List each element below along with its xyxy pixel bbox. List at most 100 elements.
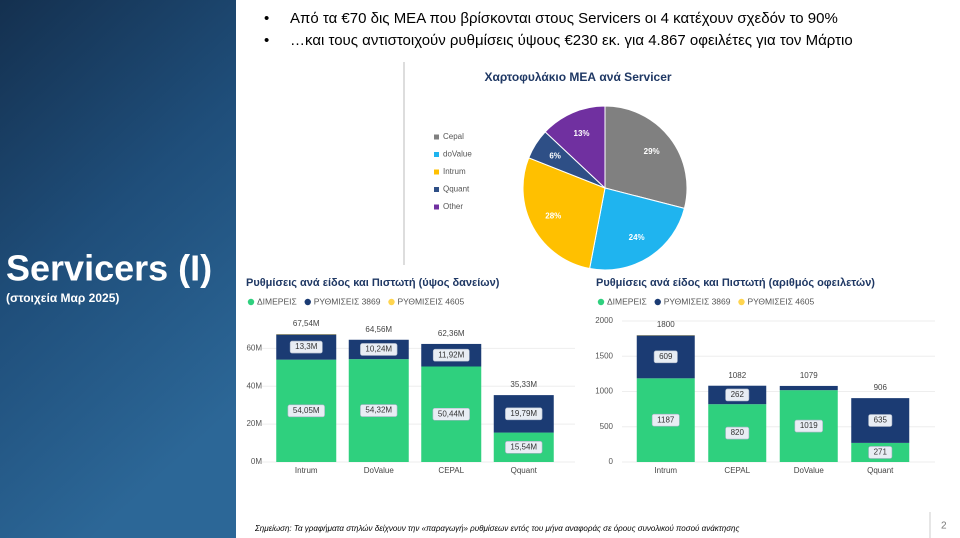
label-box (505, 407, 543, 421)
legend-label: ΡΥΘΜΙΣΕΙΣ 4605 (747, 296, 814, 306)
pie-slice (604, 105, 688, 210)
chart-title: Ρυθμίσεις ανά είδος και Πιστωτή (ύψος δα… (246, 277, 500, 289)
bullet-dot: • (264, 10, 269, 27)
label-box (505, 440, 543, 454)
legend-swatch (434, 152, 439, 157)
total-label: 1079 (800, 371, 818, 380)
y-tick-label: 2000 (595, 316, 613, 325)
bar-label: 1019 (800, 421, 818, 430)
legend-label: ΡΥΘΜΙΣΕΙΣ 3869 (314, 296, 381, 306)
legend-label: Cepal (443, 132, 464, 141)
chart-title: Ρυθμίσεις ανά είδος και Πιστωτή (αριθμός… (596, 277, 875, 289)
x-tick-label: Qquant (511, 466, 538, 475)
pie-slice (589, 187, 686, 271)
legend-dot (738, 298, 745, 306)
bar-label: 1187 (657, 415, 675, 424)
y-tick-label: 1500 (595, 351, 613, 360)
x-tick-label: CEPAL (724, 466, 750, 475)
bar-label: 262 (731, 390, 745, 399)
legend-label: Other (443, 202, 463, 211)
legend-swatch (434, 187, 439, 192)
y-tick-label: 500 (600, 422, 614, 431)
label-box (432, 348, 470, 362)
total-label: 35,33M (510, 380, 537, 389)
legend-swatch (434, 204, 439, 210)
legend-label: ΔΙΜΕΡΕΙΣ (257, 296, 297, 306)
label-box (287, 404, 325, 418)
bar-label: 50,44M (438, 409, 465, 418)
label-box (360, 343, 398, 356)
slice-label: 29% (644, 147, 660, 156)
label-box (794, 419, 823, 433)
slice-label: 28% (545, 212, 561, 221)
legend-label: Intrum (443, 167, 466, 176)
label-box (725, 388, 750, 402)
legend-swatch (434, 169, 439, 175)
y-tick-label: 1000 (595, 387, 613, 396)
page-number: 2 (941, 521, 947, 532)
label-box (868, 414, 893, 427)
bullet-dot: • (264, 32, 269, 49)
chart-title: Χαρτοφυλάκιο ΜΕΑ ανά Servicer (484, 70, 671, 84)
legend-dot (247, 298, 255, 306)
legend-label: Qquant (443, 185, 470, 194)
bar-label: 609 (659, 352, 673, 361)
footnote: Σημείωση: Τα γραφήματα στηλών δείχνουν τ… (254, 524, 739, 533)
slide-subtitle: (στοιχεία Μαρ 2025) (6, 291, 119, 305)
bar-label: 15,54M (510, 442, 537, 451)
total-label: 64,56M (365, 325, 392, 334)
bar-label: 635 (874, 416, 888, 425)
label-box (360, 404, 398, 417)
total-label: 67,54M (293, 319, 320, 328)
label-box (725, 426, 750, 440)
total-label: 62,36M (438, 329, 465, 338)
x-tick-label: DoValue (364, 466, 395, 475)
bar-label: 54,32M (365, 406, 392, 415)
legend-label: ΡΥΘΜΙΣΕΙΣ 4605 (397, 296, 464, 306)
label-box (289, 340, 323, 354)
total-label: 1082 (728, 371, 746, 380)
pie-slice (522, 157, 606, 270)
total-label: 906 (874, 383, 888, 392)
bar-label: 19,79M (510, 409, 537, 418)
pie-slice (544, 105, 606, 190)
x-tick-label: Intrum (654, 466, 677, 475)
legend-dot (304, 298, 311, 306)
bar-label: 10,24M (365, 345, 392, 354)
bar-segment (779, 385, 838, 391)
label-box (653, 350, 678, 364)
x-tick-label: DoValue (794, 466, 825, 475)
slide-title: Servicers (I) (6, 248, 212, 289)
legend-label: ΔΙΜΕΡΕΙΣ (607, 296, 647, 306)
bar-label: 271 (874, 448, 888, 457)
bullet: Από τα €70 δις ΜΕΑ που βρίσκονται στους … (290, 10, 838, 27)
x-tick-label: CEPAL (438, 466, 464, 475)
legend-label: ΡΥΘΜΙΣΕΙΣ 3869 (664, 296, 731, 306)
y-tick-label: 0M (251, 457, 262, 466)
slice-label: 13% (574, 129, 590, 138)
legend-swatch (434, 134, 439, 140)
legend-dot (597, 298, 605, 306)
left-panel (0, 0, 236, 538)
legend-dot (388, 298, 395, 306)
x-tick-label: Intrum (295, 466, 318, 475)
slice-label: 24% (629, 233, 645, 242)
bar-label: 13,3M (295, 342, 318, 351)
label-box (868, 446, 893, 459)
total-label: 1800 (657, 320, 675, 329)
x-tick-label: Qquant (867, 466, 894, 475)
y-tick-label: 40M (246, 381, 262, 390)
legend-dot (654, 298, 661, 306)
y-tick-label: 60M (246, 344, 262, 353)
bar-label: 11,92M (438, 350, 464, 359)
legend-label: doValue (443, 150, 472, 159)
y-tick-label: 20M (246, 419, 262, 428)
bullet: …και τους αντιστοιχούν ρυθμίσεις ύψους €… (290, 32, 853, 49)
slice-label: 6% (549, 151, 561, 160)
label-box (651, 413, 680, 427)
bar-label: 820 (731, 428, 745, 437)
label-box (432, 407, 470, 421)
bar-label: 54,05M (293, 406, 320, 415)
y-tick-label: 0 (609, 457, 614, 466)
